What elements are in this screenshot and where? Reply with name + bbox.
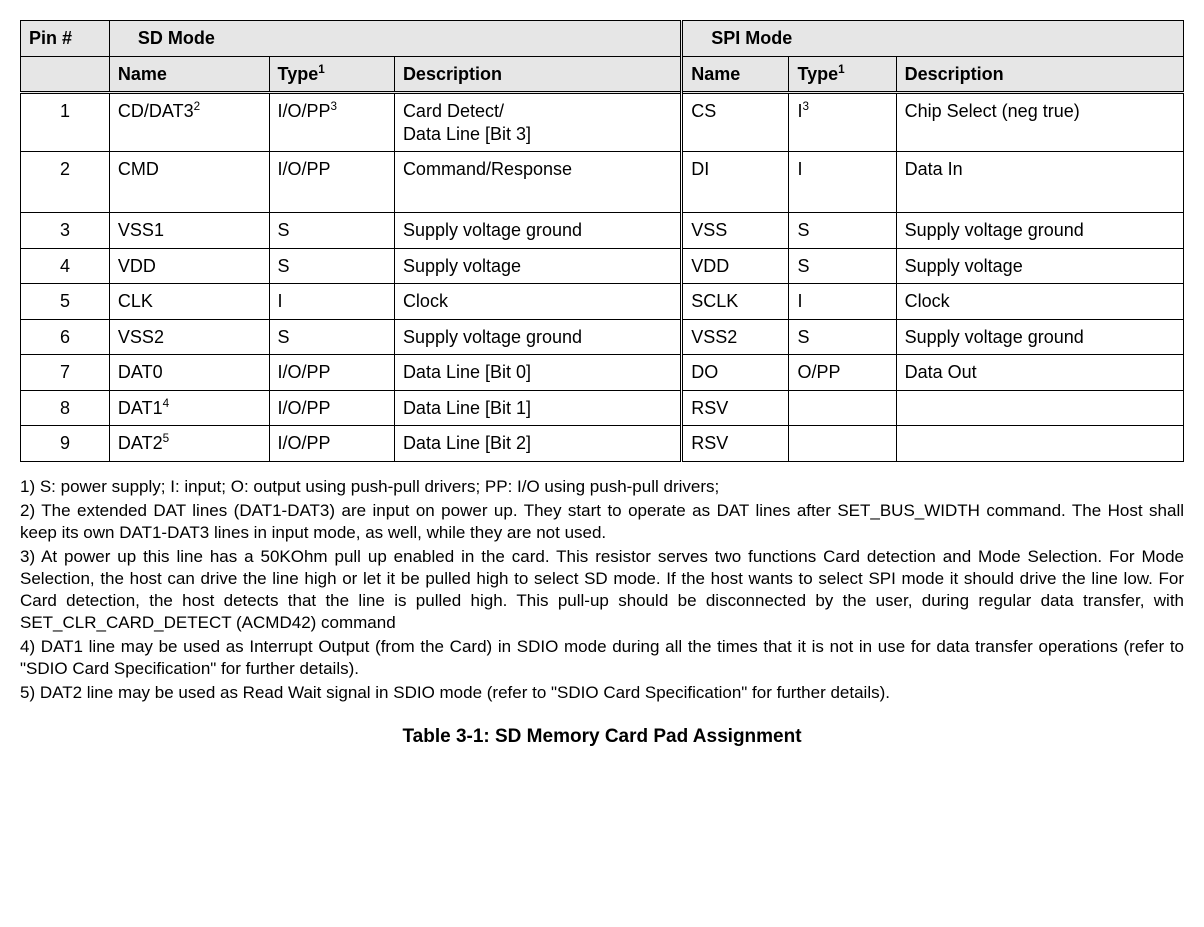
table-cell: Supply voltage ground — [896, 213, 1183, 249]
col-spi-type: Type1 — [789, 56, 896, 93]
table-cell: 5 — [21, 284, 110, 320]
table-cell: S — [269, 248, 394, 284]
table-row: 7DAT0I/O/PPData Line [Bit 0]DOO/PPData O… — [21, 355, 1184, 391]
table-cell: Supply voltage — [394, 248, 681, 284]
table-cell: DO — [682, 355, 789, 391]
note-1: 1) S: power supply; I: input; O: output … — [20, 476, 1184, 498]
table-cell: 9 — [21, 426, 110, 462]
col-pin: Pin # — [21, 21, 110, 57]
table-row: 2CMDI/O/PPCommand/ResponseDIIData In — [21, 152, 1184, 213]
table-cell: DI — [682, 152, 789, 213]
table-cell: I/O/PP — [269, 390, 394, 426]
table-row: 4VDDSSupply voltageVDDSSupply voltage — [21, 248, 1184, 284]
table-cell: CS — [682, 93, 789, 152]
table-cell: S — [789, 319, 896, 355]
table-cell: Data Out — [896, 355, 1183, 391]
table-cell: DAT0 — [109, 355, 269, 391]
table-cell: RSV — [682, 390, 789, 426]
col-sd-desc: Description — [394, 56, 681, 93]
table-cell: Data In — [896, 152, 1183, 213]
table-cell: I/O/PP — [269, 152, 394, 213]
table-cell: DAT14 — [109, 390, 269, 426]
table-cell: Card Detect/Data Line [Bit 3] — [394, 93, 681, 152]
table-cell: DAT25 — [109, 426, 269, 462]
table-cell: I3 — [789, 93, 896, 152]
table-cell: 6 — [21, 319, 110, 355]
col-sd-mode: SD Mode — [109, 21, 681, 57]
table-cell: Chip Select (neg true) — [896, 93, 1183, 152]
table-cell: VSS — [682, 213, 789, 249]
table-cell: CD/DAT32 — [109, 93, 269, 152]
table-cell: Data Line [Bit 2] — [394, 426, 681, 462]
table-cell — [896, 390, 1183, 426]
table-cell: VDD — [682, 248, 789, 284]
table-cell: S — [269, 319, 394, 355]
col-spi-name: Name — [682, 56, 789, 93]
table-cell: I/O/PP — [269, 355, 394, 391]
note-5: 5) DAT2 line may be used as Read Wait si… — [20, 682, 1184, 704]
table-cell: Data Line [Bit 0] — [394, 355, 681, 391]
table-cell — [789, 426, 896, 462]
table-cell: RSV — [682, 426, 789, 462]
table-cell — [896, 426, 1183, 462]
table-cell: S — [789, 213, 896, 249]
table-cell: CLK — [109, 284, 269, 320]
table-cell: S — [789, 248, 896, 284]
table-row: 9DAT25I/O/PPData Line [Bit 2]RSV — [21, 426, 1184, 462]
table-cell: Command/Response — [394, 152, 681, 213]
table-cell: SCLK — [682, 284, 789, 320]
table-cell: VSS2 — [682, 319, 789, 355]
note-4: 4) DAT1 line may be used as Interrupt Ou… — [20, 636, 1184, 680]
table-cell: VSS2 — [109, 319, 269, 355]
table-cell: I — [789, 284, 896, 320]
table-body: 1CD/DAT32I/O/PP3Card Detect/Data Line [B… — [21, 93, 1184, 462]
table-cell: Supply voltage — [896, 248, 1183, 284]
table-caption: Table 3-1: SD Memory Card Pad Assignment — [20, 726, 1184, 748]
table-cell: O/PP — [789, 355, 896, 391]
table-cell: I/O/PP — [269, 426, 394, 462]
table-row: 8DAT14I/O/PPData Line [Bit 1]RSV — [21, 390, 1184, 426]
table-cell: CMD — [109, 152, 269, 213]
table-cell — [789, 390, 896, 426]
table-cell: I/O/PP3 — [269, 93, 394, 152]
table-row: 3VSS1SSupply voltage groundVSSSSupply vo… — [21, 213, 1184, 249]
col-sd-type: Type1 — [269, 56, 394, 93]
note-3: 3) At power up this line has a 50KOhm pu… — [20, 546, 1184, 634]
table-cell: VDD — [109, 248, 269, 284]
col-sd-name: Name — [109, 56, 269, 93]
table-row: 6VSS2SSupply voltage groundVSS2SSupply v… — [21, 319, 1184, 355]
table-cell: Clock — [896, 284, 1183, 320]
table-cell: 4 — [21, 248, 110, 284]
table-cell: 1 — [21, 93, 110, 152]
table-row: 1CD/DAT32I/O/PP3Card Detect/Data Line [B… — [21, 93, 1184, 152]
table-cell: Data Line [Bit 1] — [394, 390, 681, 426]
col-blank — [21, 56, 110, 93]
table-cell: 2 — [21, 152, 110, 213]
table-cell: Clock — [394, 284, 681, 320]
table-cell: 8 — [21, 390, 110, 426]
pin-assignment-table: Pin # SD Mode SPI Mode Name Type1 Descri… — [20, 20, 1184, 462]
table-row: 5CLKIClockSCLKIClock — [21, 284, 1184, 320]
table-cell: Supply voltage ground — [394, 213, 681, 249]
table-cell: Supply voltage ground — [394, 319, 681, 355]
table-cell: Supply voltage ground — [896, 319, 1183, 355]
table-cell: 3 — [21, 213, 110, 249]
col-spi-desc: Description — [896, 56, 1183, 93]
footnotes: 1) S: power supply; I: input; O: output … — [20, 476, 1184, 705]
table-cell: 7 — [21, 355, 110, 391]
table-cell: I — [789, 152, 896, 213]
note-2: 2) The extended DAT lines (DAT1-DAT3) ar… — [20, 500, 1184, 544]
table-cell: VSS1 — [109, 213, 269, 249]
col-spi-mode: SPI Mode — [682, 21, 1184, 57]
table-cell: I — [269, 284, 394, 320]
table-cell: S — [269, 213, 394, 249]
